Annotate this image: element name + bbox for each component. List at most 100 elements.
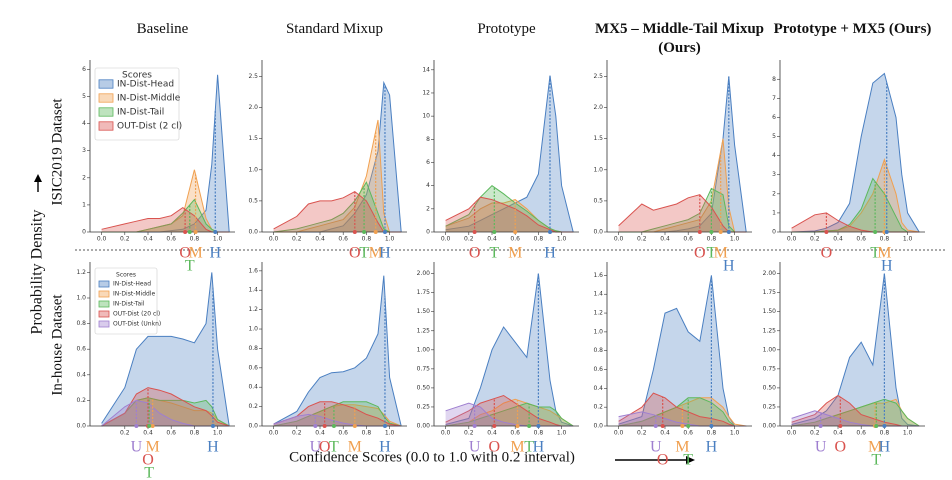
y-tick-label: 0.50 xyxy=(763,384,777,391)
y-tick-label: 1.00 xyxy=(417,346,431,353)
marker-label: H xyxy=(879,439,891,456)
density-area xyxy=(273,191,402,232)
marker-dot xyxy=(362,230,367,234)
marker-label: H xyxy=(209,245,221,262)
y-tick-label: 5 xyxy=(82,93,86,100)
marker-label: M xyxy=(369,245,383,262)
y-tick-label: 3 xyxy=(82,147,86,154)
x-tick-label: 0.2 xyxy=(292,236,302,243)
marker-dot xyxy=(660,424,665,428)
x-tick-label: 0.8 xyxy=(880,430,890,437)
y-tick-label: 2 xyxy=(82,174,86,181)
density-area xyxy=(445,75,574,232)
x-tick-label: 0.6 xyxy=(338,430,348,437)
density-area xyxy=(101,272,230,426)
marker-label: T xyxy=(707,245,717,262)
marker-label: O xyxy=(821,245,833,262)
legend-swatch xyxy=(98,320,110,328)
marker-dot xyxy=(882,424,887,428)
legend-label: IN-Dist-Head xyxy=(117,80,174,90)
density-line xyxy=(618,187,747,233)
marker-dot xyxy=(382,424,387,428)
marker-dot xyxy=(884,230,889,234)
legend-label: OUT-Dist (20 cl) xyxy=(113,311,160,318)
y-axis-label: Probability Density xyxy=(29,210,46,335)
x-tick-label: 0.4 xyxy=(143,430,153,437)
x-tick-label: 0.0 xyxy=(787,430,797,437)
legend-box xyxy=(94,67,180,141)
marker-dot xyxy=(536,424,541,428)
marker-label: O xyxy=(469,245,481,262)
marker-label: M xyxy=(714,245,728,262)
legend-label: IN-Dist-Middle xyxy=(117,94,181,104)
marker-dot xyxy=(718,230,723,234)
y-tick-label: 5 xyxy=(772,133,776,140)
density-area xyxy=(273,404,402,426)
marker-dot xyxy=(331,424,336,428)
marker-label: M xyxy=(188,245,202,262)
y-tick-label: 8 xyxy=(772,76,776,83)
x-tick-label: 0.4 xyxy=(660,430,670,437)
x-tick-label: 0.0 xyxy=(787,236,797,243)
marker-label: M xyxy=(146,439,160,456)
legend-title: Scores xyxy=(116,272,136,279)
density-line xyxy=(791,273,920,427)
x-tick-label: 0.2 xyxy=(292,430,302,437)
marker-label: O xyxy=(489,439,501,456)
density-area xyxy=(791,395,920,426)
x-tick-label: 0.2 xyxy=(637,236,647,243)
x-tick-label: 0.2 xyxy=(120,430,130,437)
density-area xyxy=(618,411,747,426)
x-axis-label: Confidence Scores (0.0 to 1.0 with 0.2 i… xyxy=(289,449,575,465)
marker-dot xyxy=(709,424,714,428)
density-line xyxy=(273,275,402,427)
marker-dot xyxy=(873,230,878,234)
density-area xyxy=(445,197,574,232)
density-area xyxy=(445,273,574,426)
marker-dot xyxy=(548,230,552,234)
density-area xyxy=(273,401,402,426)
x-tick-label: 0.2 xyxy=(637,430,647,437)
x-tick-label: 0.2 xyxy=(120,236,130,243)
marker-dot xyxy=(183,230,188,234)
marker-dot xyxy=(322,424,327,428)
x-tick-label: 0.8 xyxy=(707,236,717,243)
y-tick-label: 10 xyxy=(422,113,430,120)
x-tick-label: 0.0 xyxy=(269,236,279,243)
density-area xyxy=(445,199,574,232)
density-area xyxy=(445,185,574,232)
legend-swatch xyxy=(98,79,114,89)
y-tick-label: 1.50 xyxy=(417,308,431,315)
marker-label: U xyxy=(650,439,662,456)
x-tick-label: 0.6 xyxy=(166,430,176,437)
x-tick-label: 0.4 xyxy=(833,430,843,437)
x-tick-label: 1.0 xyxy=(213,430,223,437)
x-tick-label: 1.0 xyxy=(385,430,395,437)
y-tick-label: 0.25 xyxy=(417,403,431,410)
x-tick-label: 1.0 xyxy=(903,236,913,243)
y-tick-label: 0.8 xyxy=(593,347,603,354)
x-tick-label: 0.0 xyxy=(441,430,451,437)
y-tick-label: 0.4 xyxy=(248,384,258,391)
density-line xyxy=(618,397,747,427)
marker-dot xyxy=(492,230,497,234)
density-line xyxy=(101,397,230,427)
density-line xyxy=(791,72,920,233)
x-tick-label: 0.0 xyxy=(97,236,107,243)
y-tick-label: 0 xyxy=(82,229,86,236)
legend-swatch xyxy=(98,310,110,318)
x-tick-label: 0.6 xyxy=(683,236,693,243)
marker-label: T xyxy=(871,452,881,469)
x-tick-label: 0.0 xyxy=(614,430,624,437)
density-area xyxy=(273,275,402,426)
panel-title: MX5 – Middle-Tail Mixup (Ours) xyxy=(594,21,765,56)
y-tick-label: 0 xyxy=(426,229,430,236)
y-tick-label: 1.6 xyxy=(248,267,258,274)
panel-title: Prototype + MX5 (Ours) xyxy=(773,21,932,37)
x-tick-label: 0.8 xyxy=(707,430,717,437)
marker-label: M xyxy=(510,439,524,456)
y-tick-label: 0.0 xyxy=(248,423,258,430)
marker-dot xyxy=(352,230,357,234)
x-tick-label: 0.6 xyxy=(510,236,520,243)
